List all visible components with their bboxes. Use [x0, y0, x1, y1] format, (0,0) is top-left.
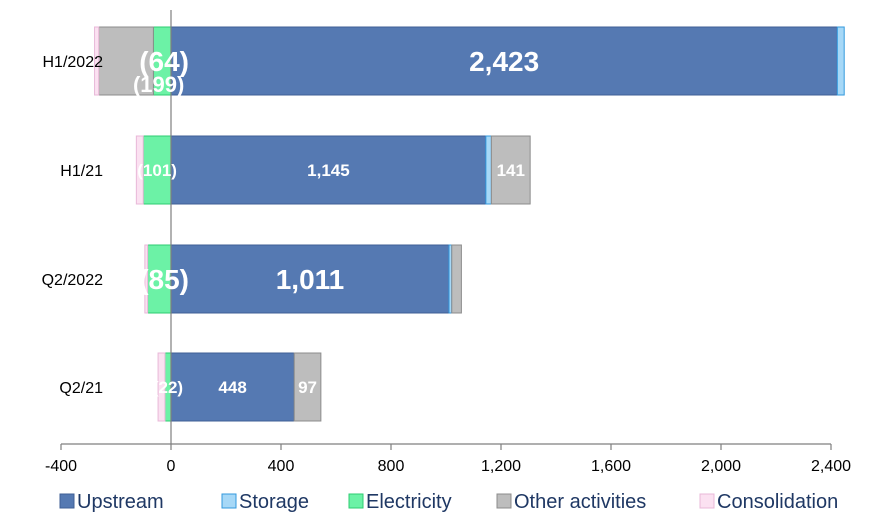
bar-h1-21-upstream	[170, 135, 487, 205]
legend-label-electricity: Electricity	[366, 491, 452, 513]
data-label-h1-2022-other-activities: (199)	[133, 72, 184, 97]
bar-q2-21-consolidation	[157, 352, 166, 422]
bar-h1-2022-upstream	[170, 26, 838, 96]
x-tick-label: 1,200	[481, 458, 521, 475]
bar-h1-21-consolidation	[135, 135, 144, 205]
bar-h1-21-other-activities	[490, 135, 531, 205]
category-labels: H1/2022 H1/21 Q2/2022 Q2/21	[42, 54, 103, 397]
data-label-h1-2022-upstream: 2,423	[469, 46, 539, 77]
data-label-h1-21-upstream: 1,145	[307, 161, 350, 180]
data-label-q2-21-other-activities: 97	[298, 378, 317, 397]
x-tick-label: 2,000	[701, 458, 741, 475]
legend-swatch-other-activities	[496, 493, 512, 509]
data-label-q2-2022-upstream: 1,011	[276, 264, 345, 295]
x-tick-label: -400	[45, 458, 77, 475]
data-label-q2-21-upstream: 448	[218, 378, 246, 397]
x-tick-label: 2,400	[811, 458, 851, 475]
data-label-q2-2022-electricity: (85)	[139, 264, 189, 295]
x-tick-label: 800	[378, 458, 405, 475]
data-label-h1-2022-electricity: (64)	[139, 46, 189, 77]
bars-layer	[94, 10, 845, 444]
legend: Upstream Storage Electricity Other activiti…	[59, 491, 838, 513]
bar-h1-2022-other-activities	[98, 26, 154, 96]
legend-item-upstream: Upstream	[59, 491, 164, 513]
data-labels: 2,423 (64)(199) 1,145 (101) 141 1,011 (85) 448 (…	[133, 46, 539, 397]
legend-swatch-upstream	[59, 493, 75, 509]
legend-item-consolidation: Consolidation	[699, 491, 838, 513]
legend-swatch-electricity	[348, 493, 364, 509]
x-tick-label: 0	[167, 458, 176, 475]
category-label-h1-21: H1/21	[60, 163, 103, 180]
bar-h1-2022-consolidation	[94, 26, 100, 96]
legend-swatch-storage	[221, 493, 237, 509]
legend-label-storage: Storage	[239, 491, 309, 513]
data-label-h1-21-electricity: (101)	[137, 161, 177, 180]
bar-q2-21-other-activities	[293, 352, 322, 422]
category-label-q2-2022: Q2/2022	[42, 272, 103, 289]
bar-q2-2022-upstream	[170, 244, 450, 314]
legend-item-other-activities: Other activities	[496, 491, 646, 513]
legend-label-consolidation: Consolidation	[717, 491, 838, 513]
legend-item-storage: Storage	[221, 491, 309, 513]
data-label-q2-21-electricity: (22)	[153, 378, 183, 397]
x-tick-label: 1,600	[591, 458, 631, 475]
legend-label-other-activities: Other activities	[514, 491, 646, 513]
legend-item-electricity: Electricity	[348, 491, 452, 513]
x-tick-label: 400	[268, 458, 295, 475]
bar-q2-2022-consolidation	[144, 244, 149, 314]
data-label-h1-21-other-activities: 141	[497, 161, 525, 180]
category-label-h1-2022: H1/2022	[43, 54, 104, 71]
legend-label-upstream: Upstream	[77, 491, 164, 513]
bar-q2-2022-other-activities	[451, 244, 462, 314]
x-axis: -400 0 400 800 1,200 1,600 2,000 2,400	[45, 443, 851, 475]
category-label-q2-21: Q2/21	[59, 380, 103, 397]
bar-h1-2022-storage	[836, 26, 845, 96]
legend-swatch-consolidation	[699, 493, 715, 509]
bar-h1-21-storage	[485, 135, 492, 205]
